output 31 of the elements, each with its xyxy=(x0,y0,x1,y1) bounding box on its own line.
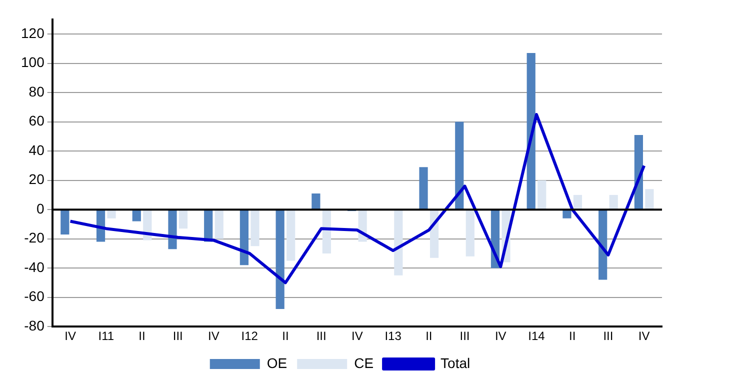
x-tick-label: IV xyxy=(208,329,220,344)
x-tick-label: IV xyxy=(638,329,650,344)
x-tick-label: II xyxy=(138,329,146,344)
x-tick-label: I14 xyxy=(528,329,546,344)
x-tick-label: III xyxy=(460,329,470,344)
x-tick-label: II xyxy=(282,329,289,344)
legend-label: OE xyxy=(266,354,288,371)
y-tick-label: 120 xyxy=(21,24,45,41)
x-tick-label: IV xyxy=(352,329,363,344)
x-tick-label: III xyxy=(316,329,326,344)
x-tick-label: I11 xyxy=(98,329,114,344)
y-tick-label: 100 xyxy=(21,54,45,70)
x-tick-label: IV xyxy=(64,329,76,344)
legend-label: Total xyxy=(440,354,470,371)
legend-label: CE xyxy=(354,354,374,371)
x-tick-label: IV xyxy=(494,329,506,344)
x-tick-label: III xyxy=(172,329,183,344)
x-tick-label: III xyxy=(603,329,614,344)
y-tick-label: 20 xyxy=(28,171,45,188)
x-tick-label: I12 xyxy=(241,329,258,344)
y-tick-label: 0 xyxy=(36,200,45,216)
y-tick-label: -60 xyxy=(24,288,45,304)
x-tick-label: II xyxy=(426,329,432,344)
y-tick-label: 80 xyxy=(28,83,45,100)
x-tick-label: I13 xyxy=(384,329,402,344)
y-tick-label: -40 xyxy=(24,258,45,275)
x-tick-label: II xyxy=(569,329,576,344)
y-tick-label: -20 xyxy=(24,230,45,246)
y-tick-label: 40 xyxy=(28,142,45,158)
y-tick-label: -80 xyxy=(24,317,45,334)
y-tick-label: 60 xyxy=(28,112,45,129)
